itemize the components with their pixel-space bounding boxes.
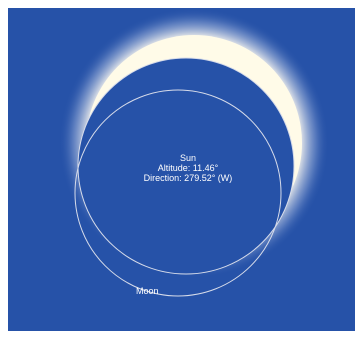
moon-label: Moon [136, 286, 159, 296]
sun-outline [77, 57, 295, 275]
eclipse-canvas [59, 8, 329, 297]
moon-outline [74, 89, 282, 297]
eclipse-view: Sun Altitude: 11.46° Direction: 279.52° … [8, 8, 355, 331]
sun-info: Sun Altitude: 11.46° Direction: 279.52° … [96, 153, 280, 183]
sun-name: Sun [179, 153, 196, 163]
sun-direction: Direction: 279.52° (W) [143, 173, 233, 183]
sun-altitude: Altitude: 11.46° [157, 163, 219, 173]
moon-disc [78, 58, 294, 274]
